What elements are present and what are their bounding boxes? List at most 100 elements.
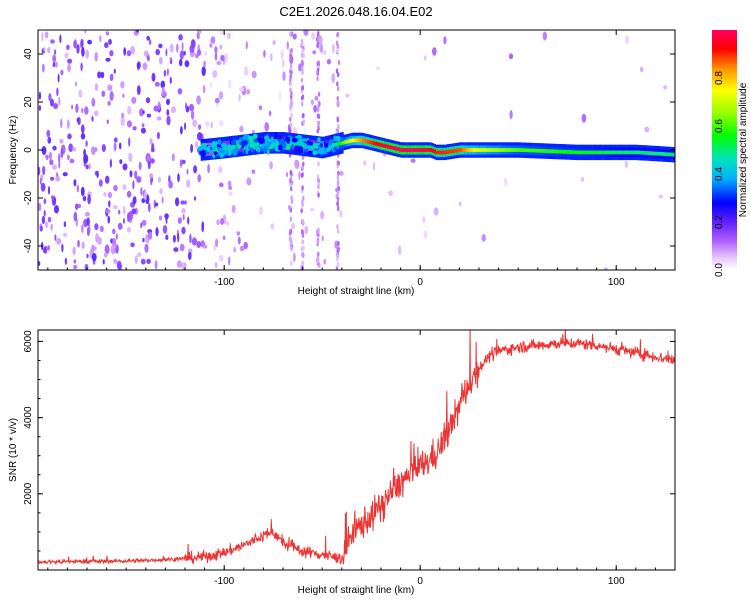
noise-speckle bbox=[109, 90, 114, 101]
noise-speckle bbox=[80, 107, 84, 114]
noise-speckle bbox=[218, 254, 224, 262]
ridge-core bbox=[392, 146, 395, 150]
ridge-core bbox=[531, 148, 535, 153]
ridge-core bbox=[369, 140, 372, 145]
noise-speckle bbox=[122, 93, 125, 98]
noise-speckle bbox=[61, 243, 64, 253]
noise-speckle bbox=[99, 225, 104, 233]
noise-speckle bbox=[310, 99, 315, 105]
noise-speckle bbox=[127, 105, 132, 115]
streak-speckle bbox=[290, 260, 293, 266]
streak-speckle bbox=[289, 128, 292, 133]
ridge-core bbox=[412, 148, 415, 152]
noise-speckle bbox=[192, 119, 198, 128]
ridge-core bbox=[602, 150, 605, 155]
noise-speckle bbox=[161, 196, 164, 204]
noise-speckle bbox=[320, 210, 325, 220]
noise-speckle bbox=[218, 166, 223, 174]
noise-speckle bbox=[279, 91, 281, 101]
streak-speckle bbox=[337, 124, 340, 130]
ridge-core bbox=[608, 150, 611, 155]
streak-speckle bbox=[316, 76, 319, 81]
streak-speckle bbox=[336, 175, 340, 180]
ridge-core bbox=[388, 145, 391, 149]
noise-speckle bbox=[134, 255, 138, 264]
noise-speckle bbox=[55, 61, 58, 68]
noise-speckle bbox=[47, 216, 52, 223]
noise-speckle bbox=[303, 30, 309, 36]
noise-speckle bbox=[214, 261, 218, 269]
ridge-blob bbox=[220, 143, 228, 148]
noise-speckle bbox=[196, 30, 202, 35]
noise-speckle bbox=[147, 231, 153, 240]
noise-speckle bbox=[81, 224, 84, 234]
ridge-core bbox=[561, 149, 564, 154]
ridge-blob bbox=[299, 139, 302, 147]
noise-speckle bbox=[172, 234, 176, 243]
noise-speckle bbox=[233, 246, 237, 253]
y-tick-label: 40 bbox=[23, 48, 34, 60]
streak-speckle bbox=[337, 72, 340, 78]
noise-speckle bbox=[67, 133, 72, 140]
ridge-core bbox=[469, 148, 472, 152]
noise-speckle bbox=[64, 52, 69, 59]
ridge-core bbox=[559, 149, 562, 154]
noise-speckle bbox=[78, 89, 83, 98]
noise-speckle bbox=[52, 54, 57, 63]
noise-speckle bbox=[84, 106, 89, 115]
ridge-blob bbox=[255, 146, 261, 152]
ridge-blob bbox=[263, 146, 267, 154]
noise-speckle bbox=[187, 216, 190, 225]
noise-speckle bbox=[227, 180, 232, 188]
noise-speckle bbox=[294, 160, 300, 170]
streak-speckle bbox=[300, 85, 304, 91]
noise-speckle bbox=[219, 30, 225, 35]
noise-speckle bbox=[186, 179, 191, 188]
streak-speckle bbox=[289, 216, 293, 222]
noise-speckle bbox=[42, 165, 46, 176]
noise-speckle bbox=[169, 43, 174, 53]
streak-speckle bbox=[336, 256, 339, 262]
noise-speckle bbox=[153, 105, 159, 112]
noise-speckle bbox=[40, 182, 46, 192]
noise-speckle bbox=[181, 226, 186, 235]
ridge-core bbox=[381, 143, 384, 148]
ridge-blob bbox=[263, 135, 270, 141]
colorbar: 0.0 0.2 0.4 0.6 0.8 Normalized spectral ampl… bbox=[712, 30, 749, 277]
streak-speckle bbox=[301, 113, 305, 119]
noise-speckle bbox=[214, 51, 218, 61]
noise-speckle bbox=[56, 238, 62, 245]
streak-speckle bbox=[289, 87, 292, 93]
ridge-core bbox=[543, 149, 546, 153]
streak-speckle bbox=[337, 60, 341, 65]
noise-speckle bbox=[196, 95, 202, 105]
ridge-core bbox=[471, 148, 474, 152]
ridge-core bbox=[453, 149, 456, 153]
noise-speckle bbox=[96, 170, 99, 178]
noise-speckle bbox=[83, 154, 89, 164]
noise-speckle bbox=[50, 195, 55, 200]
noise-speckle bbox=[76, 184, 80, 193]
noise-speckle bbox=[58, 153, 61, 163]
ridge-blob bbox=[285, 136, 291, 143]
ridge-core bbox=[661, 152, 664, 156]
noise-speckle bbox=[166, 115, 171, 126]
streak-speckle bbox=[289, 228, 292, 234]
noise-speckle bbox=[388, 190, 393, 196]
noise-speckle bbox=[81, 46, 85, 57]
ridge-core bbox=[459, 148, 462, 152]
ridge-core bbox=[402, 148, 405, 152]
noise-speckle bbox=[99, 35, 102, 43]
ridge-blob bbox=[245, 146, 249, 155]
noise-speckle bbox=[38, 166, 41, 176]
ridge-core bbox=[447, 149, 450, 154]
noise-speckle bbox=[201, 66, 206, 77]
noise-speckle bbox=[106, 119, 109, 124]
ridge-core bbox=[614, 150, 617, 155]
noise-speckle bbox=[86, 226, 90, 237]
ridge-core bbox=[428, 148, 431, 152]
ridge-core bbox=[512, 148, 515, 152]
noise-speckle bbox=[63, 232, 67, 237]
streak-speckle bbox=[317, 192, 320, 198]
noise-speckle bbox=[147, 54, 150, 62]
